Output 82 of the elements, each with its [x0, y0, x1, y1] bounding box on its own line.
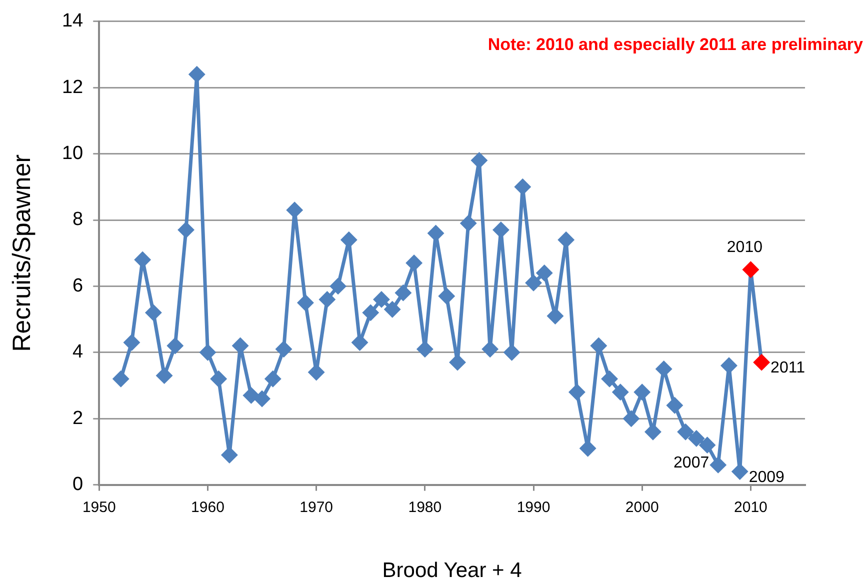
point: [493, 222, 509, 238]
y-tick-label: 10: [62, 143, 84, 164]
point: [721, 358, 737, 374]
point: [189, 66, 205, 82]
point: [232, 338, 248, 354]
point: [710, 457, 726, 473]
x-tick-label: 1970: [300, 498, 334, 516]
x-tick-label: 2010: [734, 498, 768, 516]
point: [374, 292, 390, 308]
point: [167, 338, 183, 354]
point: [298, 295, 314, 310]
point: [602, 371, 618, 387]
point: [558, 232, 574, 248]
point: [210, 371, 226, 387]
point: [569, 384, 585, 400]
y-tick-label: 2: [72, 408, 84, 429]
y-tick-label: 4: [72, 342, 84, 363]
point: [276, 341, 292, 357]
point: [254, 390, 270, 406]
y-tick-label: 8: [72, 209, 84, 230]
y-tick-label: 0: [72, 474, 84, 496]
annotation: 2010: [726, 239, 763, 256]
point: [471, 152, 487, 168]
point: [265, 371, 281, 387]
point: [580, 440, 596, 456]
y-axis-title: Recruits/Spawner: [8, 154, 36, 352]
point: [536, 265, 552, 281]
point: [156, 368, 172, 384]
point: [384, 302, 400, 318]
point: [286, 202, 302, 218]
point: [526, 275, 542, 291]
point: [590, 338, 606, 354]
point: [428, 225, 444, 241]
x-tick-label: 2000: [625, 498, 659, 516]
point: [732, 464, 748, 480]
annotation: 2007: [674, 454, 710, 472]
point: [514, 179, 530, 195]
point: [341, 232, 357, 248]
x-tick-label: 1960: [191, 498, 224, 516]
point: [645, 424, 661, 440]
y-tick-label: 6: [72, 275, 84, 296]
point: [742, 262, 758, 278]
point: [362, 304, 378, 320]
point: [146, 304, 162, 320]
point: [395, 285, 411, 301]
point: [612, 384, 628, 400]
point: [178, 222, 194, 238]
point: [666, 398, 682, 414]
point: [352, 334, 368, 350]
point: [688, 430, 704, 446]
point: [319, 292, 335, 308]
point: [700, 437, 716, 453]
point: [624, 410, 639, 426]
point: [460, 216, 476, 232]
point: [330, 278, 346, 294]
point: [200, 344, 216, 360]
x-axis-title: Brood Year + 4: [382, 559, 522, 582]
point: [504, 344, 520, 360]
point: [450, 354, 466, 370]
point: [482, 341, 498, 357]
point: [406, 255, 422, 271]
point: [438, 288, 454, 304]
point: [222, 447, 238, 463]
point: [754, 354, 770, 370]
point: [113, 371, 129, 387]
point: [547, 308, 563, 324]
annotation: 2011: [770, 360, 806, 377]
point: [124, 334, 140, 350]
x-tick-label: 1980: [408, 498, 442, 516]
point: [678, 424, 694, 440]
x-tick-label: 1990: [516, 498, 550, 516]
annotation: Note: 2010 and especially 2011 are preliminary: [488, 35, 864, 54]
point: [634, 384, 650, 400]
point: [656, 361, 672, 377]
y-tick-label: 14: [62, 10, 84, 32]
x-tick-label: 1950: [82, 498, 116, 516]
y-tick-label: 12: [62, 76, 84, 98]
annotation: 2009: [748, 468, 785, 486]
point: [308, 364, 324, 380]
point: [417, 341, 433, 357]
point: [243, 388, 259, 404]
point: [134, 252, 150, 268]
